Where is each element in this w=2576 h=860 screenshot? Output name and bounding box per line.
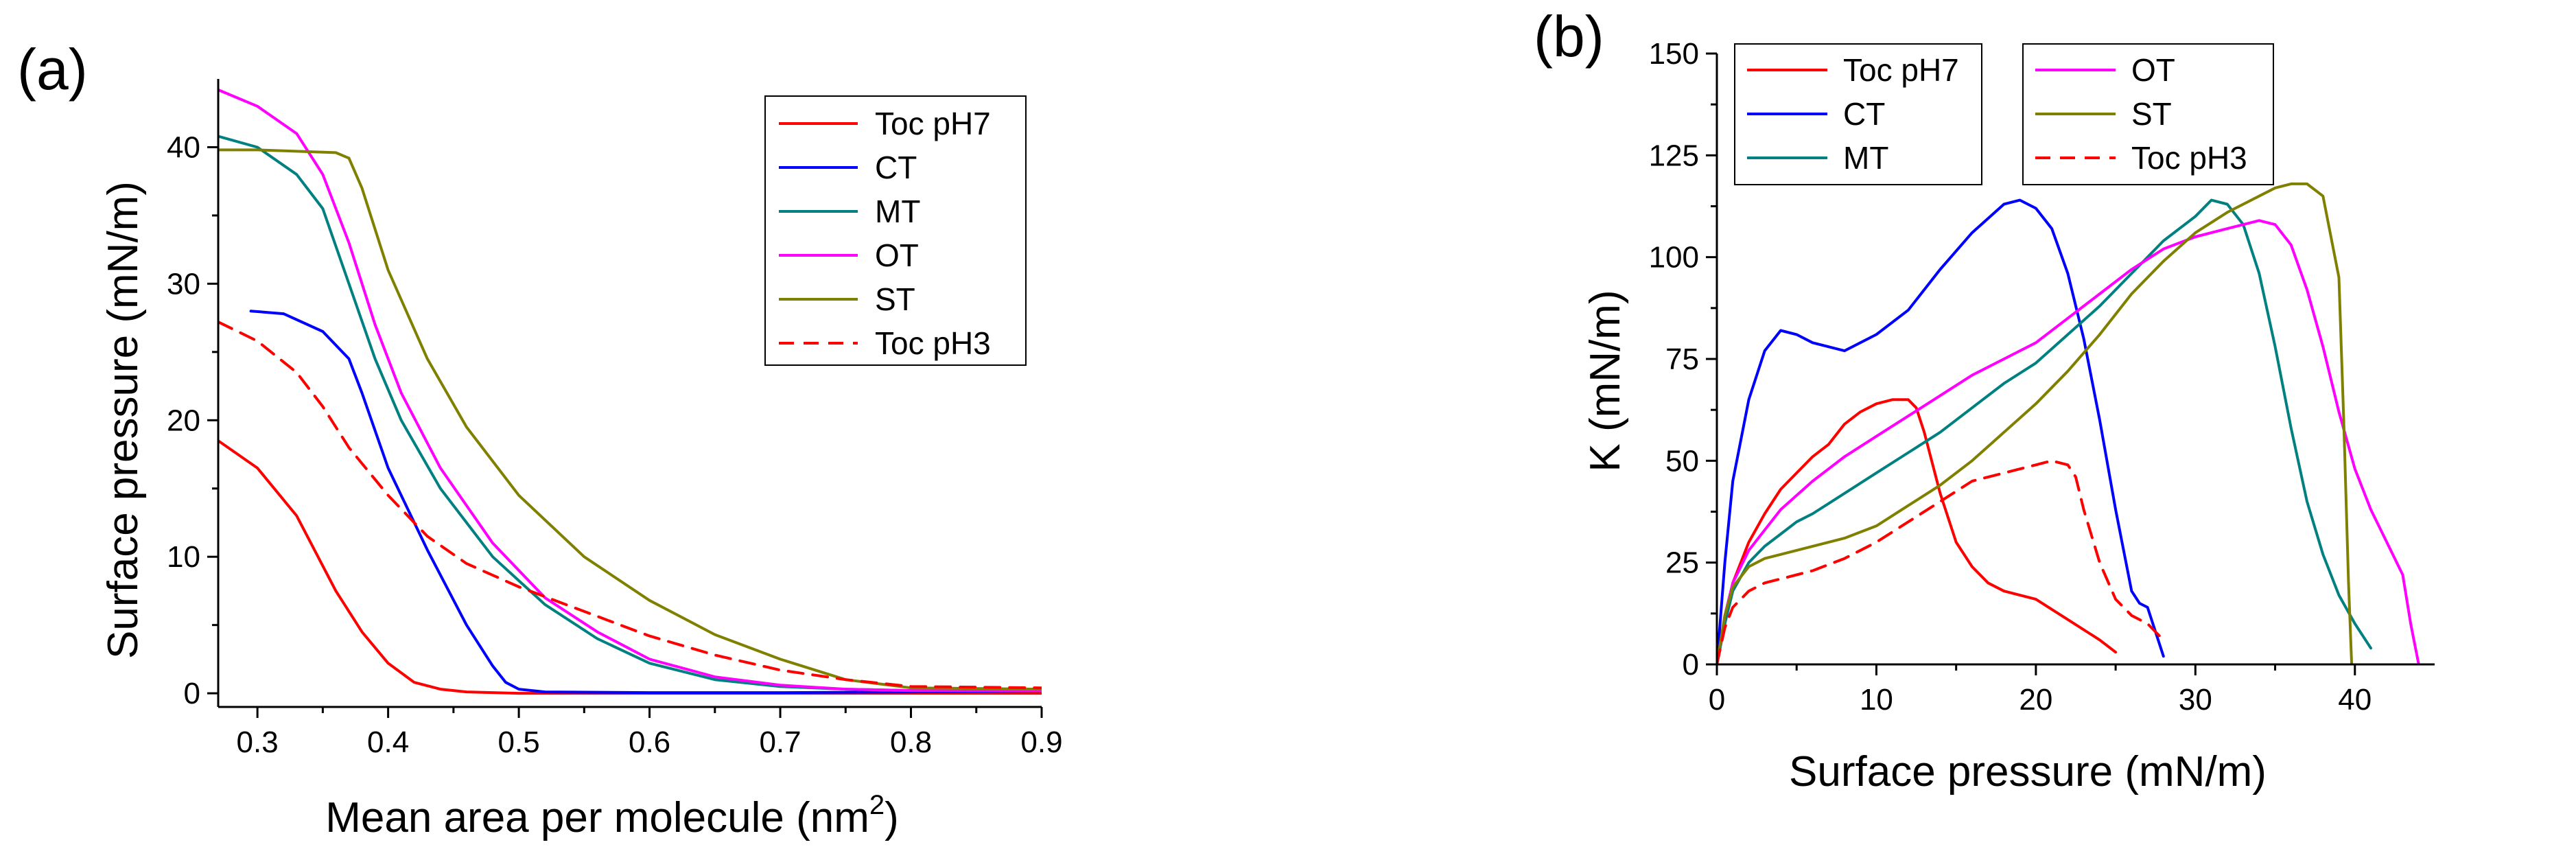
panel-b-y-axis-title: K (mN/m) [1582, 290, 1629, 472]
x-tick-label: 0.3 [237, 725, 279, 759]
x-tick-label: 0 [1709, 683, 1725, 717]
legend-box [1734, 43, 1982, 185]
series-line-toc-ph3 [1717, 459, 2165, 664]
series-line-ot [1717, 219, 2420, 664]
legend-box [764, 95, 1027, 366]
legend-label: Toc pH7 [1843, 52, 1959, 88]
panel-b: (b) 0 10 20 30 40 0 25 50 75 100 125 150 Surface pr… [1534, 4, 2435, 795]
panel-a-y-axis-title: Surface pressure (mN/m) [99, 181, 147, 659]
legend-label: Toc pH7 [875, 106, 991, 141]
y-tick-label: 10 [167, 540, 200, 574]
panel-a-x-axis-title: Mean area per molecule (nm2) [325, 790, 899, 841]
panel-a-legend: Toc pH7 CT MT OT ST Toc pH3 [764, 95, 1027, 366]
y-tick-label: 25 [1665, 546, 1699, 580]
legend-label: ST [2131, 96, 2172, 132]
legend-label: OT [2131, 52, 2175, 88]
x-tick-label: 0.6 [629, 725, 670, 759]
x-tick-label: 40 [2338, 683, 2372, 717]
legend-label: MT [875, 194, 920, 229]
y-tick-label: 40 [167, 130, 200, 164]
panel-a: (a) 0.3 0.4 0.5 0.6 0.7 0.8 0.9 0 10 20 30 40 Mean … [17, 37, 1063, 841]
legend-label: MT [1843, 140, 1888, 176]
x-tick-label: 0.7 [759, 725, 801, 759]
series-line-st [218, 148, 1042, 691]
panel-a-plot-area [218, 88, 1042, 695]
y-tick-label: 100 [1649, 241, 1699, 275]
panel-a-axes: 0.3 0.4 0.5 0.6 0.7 0.8 0.9 0 10 20 30 40 [167, 79, 1063, 759]
x-tick-label: 0.5 [498, 725, 540, 759]
y-tick-label: 150 [1649, 37, 1699, 71]
legend-label: Toc pH3 [2131, 140, 2247, 176]
panel-b-label: (b) [1534, 4, 1604, 69]
legend-label: OT [875, 237, 919, 273]
y-tick-label: 0 [184, 677, 200, 710]
y-tick-label: 30 [167, 267, 200, 301]
y-tick-label: 125 [1649, 139, 1699, 172]
x-tick-label: 0.4 [367, 725, 409, 759]
y-tick-label: 75 [1665, 342, 1699, 376]
panel-b-x-axis-title: Surface pressure (mN/m) [1789, 748, 2267, 795]
panel-b-plot-area [1717, 182, 2420, 664]
legend-label: CT [875, 150, 917, 185]
panel-b-legend: Toc pH7 CT MT OT ST Toc pH3 [1734, 43, 2274, 185]
series-line-ot [218, 88, 1042, 693]
series-line-mt [1717, 198, 2372, 664]
panel-b-axes: 0 10 20 30 40 0 25 50 75 100 125 150 [1649, 37, 2435, 717]
x-tick-label: 0.8 [890, 725, 932, 759]
legend-label: Toc pH3 [875, 325, 991, 361]
x-tick-label: 20 [2019, 683, 2052, 717]
x-tick-label: 0.9 [1020, 725, 1062, 759]
panel-a-label: (a) [17, 37, 88, 102]
y-tick-label: 50 [1665, 444, 1699, 478]
x-tick-label: 30 [2179, 683, 2212, 717]
legend-label: ST [875, 281, 915, 317]
series-line-toc-ph7 [1717, 398, 2118, 664]
series-line-ct [1717, 198, 2165, 664]
series-line-st [1717, 182, 2354, 664]
series-line-toc-ph3 [218, 321, 1042, 690]
x-tick-label: 10 [1860, 683, 1893, 717]
legend-label: CT [1843, 96, 1885, 132]
y-tick-label: 20 [167, 404, 200, 437]
y-tick-label: 0 [1683, 648, 1699, 682]
series-line-ct [249, 310, 1042, 695]
